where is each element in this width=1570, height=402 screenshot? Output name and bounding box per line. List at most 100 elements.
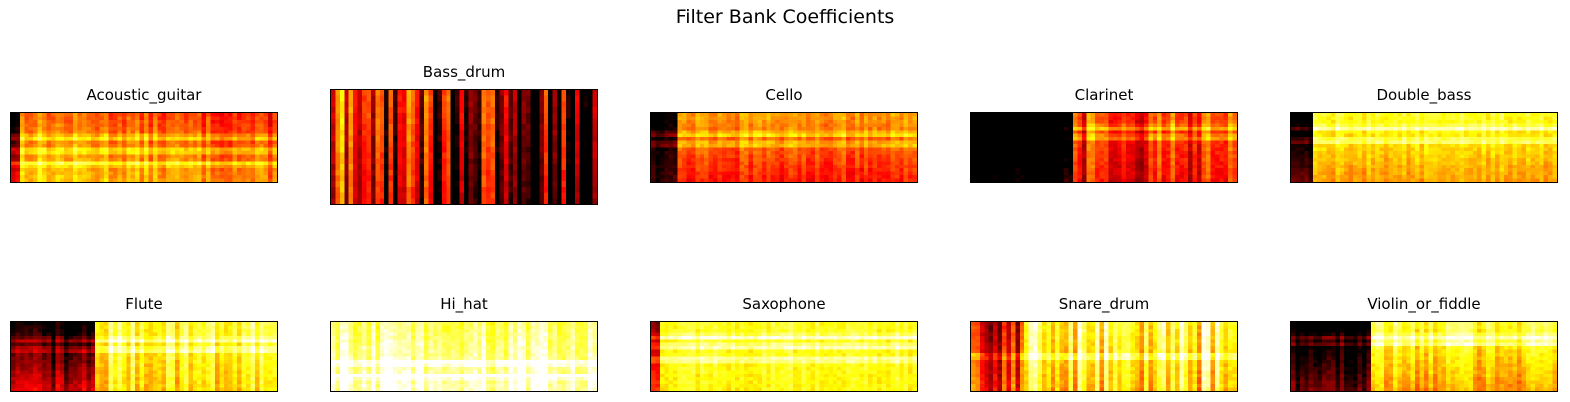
heatmap-cell bbox=[686, 144, 691, 148]
heatmap-cell bbox=[237, 130, 242, 134]
heatmap-cell bbox=[1201, 123, 1207, 127]
heatmap-cell bbox=[1166, 157, 1171, 162]
heatmap-cell bbox=[574, 129, 580, 136]
heatmap-cell bbox=[495, 90, 500, 96]
heatmap-cell bbox=[254, 178, 260, 182]
heatmap-cell bbox=[854, 178, 860, 182]
heatmap-cell bbox=[339, 147, 345, 153]
heatmap-cell bbox=[561, 118, 567, 125]
heatmap-cell bbox=[690, 133, 696, 138]
heatmap-cell bbox=[495, 192, 500, 199]
heatmap-cell bbox=[1046, 161, 1051, 165]
heatmap-cell bbox=[11, 137, 16, 141]
heatmap-cell bbox=[1210, 171, 1215, 176]
heatmap-cell bbox=[64, 144, 69, 148]
heatmap-cell bbox=[1157, 126, 1162, 131]
heatmap-cell bbox=[64, 140, 69, 145]
heatmap-cell bbox=[144, 119, 149, 124]
heatmap-cell bbox=[726, 168, 731, 172]
heatmap-cell bbox=[885, 130, 891, 134]
heatmap-cell bbox=[548, 118, 553, 125]
heatmap-cell bbox=[1068, 113, 1074, 117]
heatmap-cell bbox=[819, 113, 824, 117]
heatmap-cell bbox=[1002, 130, 1007, 134]
heatmap-cell bbox=[583, 158, 589, 165]
heatmap-cell bbox=[863, 150, 869, 155]
heatmap-cell bbox=[455, 186, 460, 193]
heatmap-cell bbox=[388, 112, 394, 119]
heatmap-cell bbox=[99, 123, 105, 127]
heatmap-cell bbox=[695, 150, 700, 155]
heatmap-cell bbox=[152, 137, 158, 141]
heatmap-cell bbox=[81, 137, 87, 141]
heatmap-cell bbox=[863, 126, 869, 131]
heatmap-cell bbox=[495, 158, 500, 165]
heatmap-cell bbox=[370, 147, 376, 153]
heatmap-cell bbox=[1361, 119, 1367, 124]
heatmap-cell bbox=[1108, 168, 1113, 172]
heatmap-cell bbox=[1006, 175, 1011, 179]
heatmap-cell bbox=[699, 161, 705, 165]
heatmap-cell bbox=[415, 95, 420, 102]
heatmap-cell bbox=[877, 137, 882, 141]
heatmap-cell bbox=[126, 168, 131, 172]
heatmap-cell bbox=[344, 112, 349, 119]
heatmap-cell bbox=[161, 113, 167, 117]
heatmap-cell bbox=[1197, 116, 1202, 120]
heatmap-cell bbox=[1205, 123, 1211, 127]
heatmap-cell bbox=[459, 198, 465, 204]
heatmap-cell bbox=[490, 186, 496, 193]
heatmap-cell bbox=[651, 164, 656, 169]
heatmap-cell bbox=[1219, 161, 1224, 165]
heatmap-cell bbox=[268, 140, 273, 145]
heatmap-cell bbox=[779, 126, 785, 131]
heatmap-cell bbox=[832, 150, 838, 155]
heatmap-cell bbox=[1064, 123, 1069, 127]
heatmap-cell bbox=[401, 152, 407, 159]
heatmap-cell bbox=[1188, 119, 1193, 124]
heatmap-cell bbox=[1170, 175, 1176, 179]
heatmap-cell bbox=[379, 158, 385, 165]
heatmap-cell bbox=[210, 144, 216, 148]
heatmap-cell bbox=[419, 129, 425, 136]
heatmap-cell bbox=[557, 186, 562, 193]
heatmap-cell bbox=[73, 144, 78, 148]
heatmap-cell bbox=[228, 150, 233, 155]
heatmap-cell bbox=[1090, 137, 1096, 141]
heatmap-cell bbox=[1121, 137, 1127, 141]
heatmap-cell bbox=[148, 178, 153, 182]
heatmap-cell bbox=[99, 171, 105, 176]
heatmap-cell bbox=[699, 137, 705, 141]
heatmap-cell bbox=[1197, 137, 1202, 141]
heatmap-cell bbox=[24, 178, 29, 182]
heatmap-cell bbox=[1112, 116, 1118, 120]
heatmap-cell bbox=[1463, 116, 1469, 120]
heatmap-cell bbox=[397, 158, 403, 165]
heatmap-cell bbox=[1228, 154, 1233, 158]
heatmap-cell bbox=[997, 133, 1003, 138]
heatmap-cell bbox=[228, 147, 233, 152]
heatmap-cell bbox=[517, 198, 522, 204]
heatmap-cell bbox=[770, 150, 776, 155]
heatmap-cell bbox=[797, 168, 802, 172]
heatmap-cell bbox=[1135, 113, 1140, 117]
heatmap-cell bbox=[1370, 113, 1376, 117]
heatmap-cell bbox=[744, 133, 749, 138]
heatmap-cell bbox=[250, 126, 255, 131]
heatmap-cell bbox=[1432, 116, 1438, 120]
heatmap-cell bbox=[192, 133, 198, 138]
heatmap-cell bbox=[477, 112, 482, 119]
heatmap-cell bbox=[1068, 175, 1074, 179]
heatmap-cell bbox=[574, 95, 580, 102]
heatmap-cell bbox=[232, 154, 238, 158]
heatmap-cell bbox=[188, 157, 193, 162]
heatmap-cell bbox=[432, 124, 438, 131]
heatmap-cell bbox=[130, 144, 136, 148]
heatmap-cell bbox=[730, 119, 736, 124]
heatmap-cell bbox=[455, 129, 460, 136]
heatmap-cell bbox=[1099, 113, 1105, 117]
heatmap-cell bbox=[353, 135, 358, 142]
heatmap-cell bbox=[362, 124, 367, 131]
heatmap-cell bbox=[574, 164, 580, 170]
heatmap-cell bbox=[1037, 154, 1043, 158]
